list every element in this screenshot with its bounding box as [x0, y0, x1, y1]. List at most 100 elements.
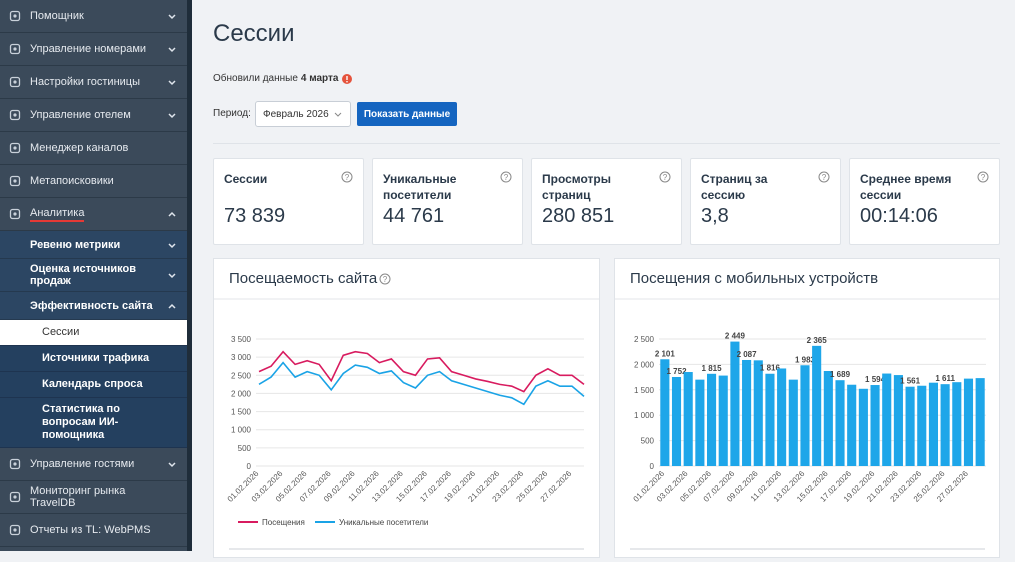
stat-card: Просмотры страниц 280 851?: [531, 158, 682, 245]
line-series: [258, 361, 585, 406]
card-label: Сессии: [224, 172, 268, 186]
nav-icon: [9, 208, 21, 220]
chevron: [168, 303, 176, 309]
bar: [695, 379, 705, 466]
help-icon[interactable]: ?: [818, 171, 830, 183]
svg-text:?: ?: [345, 173, 350, 182]
nav-label: Отчеты из TL: WebPMS: [30, 524, 151, 536]
bar: [917, 385, 927, 466]
bar: [660, 359, 670, 466]
value-label: 1 816: [760, 364, 781, 373]
nav-label: Мониторинг рынка TravelDB: [30, 485, 126, 509]
nav-icon: [9, 142, 21, 154]
nav-item[interactable]: Календарь спроса: [0, 372, 187, 398]
nav-item[interactable]: Источники трафика: [0, 346, 187, 372]
nav-icon: [9, 175, 21, 187]
bar: [765, 373, 775, 466]
nav-item[interactable]: Управление отелем: [0, 99, 187, 132]
bar: [847, 384, 857, 466]
value-label: 2 365: [807, 336, 828, 345]
help-icon[interactable]: ?: [977, 171, 989, 183]
value-label: 1 689: [830, 370, 851, 379]
chevron: [168, 462, 176, 468]
chart-panel: Посещения с мобильных устройств 0 500 1 000…: [614, 258, 1001, 558]
nav-item[interactable]: Управление номерами: [0, 33, 187, 66]
y-tick-label: 2 000: [634, 360, 655, 369]
main: Сессии Обновили данные 4 марта Период: Ф…: [192, 0, 1015, 551]
chart-title: Посещаемость сайта: [229, 270, 378, 287]
legend-label: Посещения: [262, 518, 305, 527]
nav-label: Метапоисковики: [30, 175, 114, 187]
nav-item[interactable]: Оценка источников продаж: [0, 259, 187, 292]
updated-prefix: Обновили данные: [213, 73, 298, 84]
nav-label: Сессии: [42, 326, 80, 338]
stat-card: Среднее время сессии 00:14:06?: [849, 158, 1000, 245]
y-tick-label: 2 500: [231, 371, 252, 380]
nav-label: Статистика по вопросам ИИ-помощника: [42, 403, 120, 441]
bar: [671, 376, 682, 466]
updated-date: 4 марта: [300, 73, 339, 84]
help-icon[interactable]: ?: [500, 171, 512, 183]
value-label: 2 101: [655, 349, 676, 358]
nav-item[interactable]: Отчеты из TL: WebPMS: [0, 514, 187, 547]
nav-item[interactable]: Мониторинг рынка TravelDB: [0, 481, 187, 514]
help-icon[interactable]: ?: [341, 171, 353, 183]
nav-item[interactable]: Статистика по вопросам ИИ-помощника: [0, 398, 187, 448]
value-label: 1 815: [702, 364, 723, 373]
card-value: 280 851: [542, 205, 615, 227]
nav-item[interactable]: Аналитика: [0, 198, 187, 231]
bar: [952, 382, 962, 466]
nav-icon: [9, 458, 21, 470]
chart: Посещаемость сайта ? 0 500 1 000 1 500 2 000 2 …: [214, 270, 600, 550]
bar: [905, 386, 915, 466]
info-badge[interactable]: [341, 73, 352, 84]
nav-label: Управление гостями: [30, 458, 135, 470]
bar: [718, 375, 728, 466]
card-value: 3,8: [701, 205, 729, 227]
value-label: 1 611: [935, 374, 955, 383]
bar: [870, 385, 880, 466]
updated-info: Обновили данные 4 марта: [213, 73, 352, 84]
bar: [777, 368, 787, 466]
bar: [893, 375, 903, 466]
y-tick-label: 2 000: [231, 389, 252, 398]
nav-item[interactable]: Настройки гостиницы: [0, 66, 187, 99]
value-label: 1 983: [795, 355, 816, 364]
nav-item[interactable]: Менеджер каналов: [0, 132, 187, 165]
value-label: 2 087: [737, 350, 758, 359]
stat-card: Страниц за сессию 3,8?: [690, 158, 841, 245]
nav-icon: [9, 10, 21, 22]
bar: [963, 378, 974, 466]
chevron: [168, 273, 176, 279]
nav-icon: [9, 491, 21, 503]
y-tick-label: 1 000: [634, 411, 655, 420]
chevron: [168, 14, 176, 20]
show-button[interactable]: Показать данные: [357, 102, 457, 126]
nav-label: Менеджер каналов: [30, 142, 129, 154]
nav-item[interactable]: Управление гостями: [0, 448, 187, 481]
card-value: 44 761: [383, 205, 445, 227]
nav-item[interactable]: Ревеню метрики: [0, 231, 187, 259]
bar: [823, 371, 833, 466]
nav-item[interactable]: Другие отчеты: [0, 547, 187, 551]
card-value: 73 839: [224, 205, 286, 227]
line-series: [258, 350, 585, 393]
nav-item[interactable]: Помощник: [0, 0, 187, 33]
nav-item[interactable]: Сессии: [0, 320, 187, 346]
help-icon[interactable]: ?: [659, 171, 671, 183]
nav-icon: [9, 76, 21, 88]
chevron: [168, 242, 176, 248]
nav-item[interactable]: Метапоисковики: [0, 165, 187, 198]
nav-item[interactable]: Эффективность сайта: [0, 292, 187, 320]
period-select[interactable]: Февраль 2026: [255, 101, 351, 127]
bar: [706, 373, 717, 466]
help-icon[interactable]: ?: [379, 273, 391, 285]
bar: [812, 345, 822, 466]
svg-text:?: ?: [504, 173, 509, 182]
nav-label: Настройки гостиницы: [30, 76, 140, 88]
svg-text:?: ?: [383, 275, 388, 284]
legend-label: Уникальные посетители: [339, 518, 428, 527]
nav-label: Управление отелем: [30, 109, 131, 121]
bar: [753, 360, 763, 466]
period-label: Период:: [213, 108, 251, 119]
